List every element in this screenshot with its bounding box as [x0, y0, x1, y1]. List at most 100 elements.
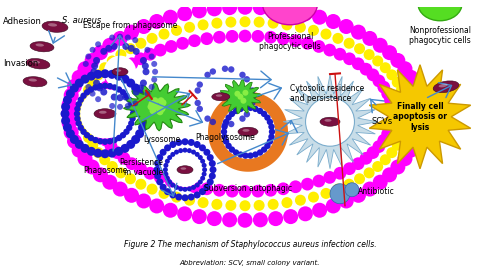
Circle shape — [354, 173, 365, 184]
Circle shape — [252, 106, 258, 112]
Circle shape — [72, 70, 86, 85]
Circle shape — [202, 167, 207, 172]
Circle shape — [78, 116, 89, 127]
Circle shape — [196, 106, 203, 112]
Ellipse shape — [320, 117, 340, 126]
Circle shape — [99, 154, 110, 165]
Circle shape — [83, 61, 89, 67]
Circle shape — [226, 30, 238, 43]
Circle shape — [130, 115, 136, 122]
Text: Cytosolic residence
and persistence: Cytosolic residence and persistence — [290, 84, 364, 103]
Circle shape — [360, 63, 372, 76]
Circle shape — [67, 79, 82, 94]
Circle shape — [240, 16, 250, 27]
Circle shape — [326, 198, 340, 214]
Circle shape — [76, 120, 82, 127]
Circle shape — [200, 159, 205, 164]
Circle shape — [117, 104, 123, 110]
Circle shape — [404, 70, 418, 85]
Circle shape — [100, 89, 107, 96]
Circle shape — [80, 144, 90, 153]
Circle shape — [105, 75, 118, 87]
Circle shape — [88, 77, 99, 88]
Ellipse shape — [116, 69, 121, 72]
Circle shape — [158, 28, 170, 40]
Circle shape — [138, 123, 147, 132]
Circle shape — [264, 184, 277, 197]
Circle shape — [110, 93, 117, 101]
Circle shape — [380, 62, 391, 73]
Text: Subversion autophagic: Subversion autophagic — [204, 184, 292, 193]
Circle shape — [148, 84, 154, 90]
Ellipse shape — [99, 111, 106, 114]
Circle shape — [352, 157, 364, 170]
Circle shape — [108, 70, 116, 79]
Circle shape — [93, 167, 108, 182]
Circle shape — [362, 31, 378, 46]
Circle shape — [80, 92, 87, 99]
Circle shape — [199, 144, 206, 151]
Circle shape — [209, 160, 216, 167]
Circle shape — [87, 147, 96, 156]
Circle shape — [204, 72, 210, 78]
Text: S. aureus: S. aureus — [62, 16, 101, 25]
Circle shape — [136, 179, 146, 190]
Ellipse shape — [433, 81, 459, 93]
Circle shape — [210, 68, 216, 75]
Ellipse shape — [242, 129, 250, 132]
Circle shape — [242, 90, 248, 96]
Circle shape — [228, 111, 235, 117]
Circle shape — [136, 19, 152, 34]
Circle shape — [158, 105, 166, 112]
Circle shape — [78, 100, 89, 111]
Circle shape — [233, 108, 239, 114]
Circle shape — [63, 123, 72, 132]
Circle shape — [96, 127, 108, 140]
Text: Invasion: Invasion — [3, 59, 38, 68]
Circle shape — [152, 69, 158, 75]
Circle shape — [100, 69, 110, 78]
Circle shape — [118, 63, 130, 76]
Circle shape — [140, 79, 147, 86]
Circle shape — [308, 192, 319, 203]
Circle shape — [194, 87, 201, 94]
Circle shape — [150, 14, 164, 29]
Circle shape — [124, 25, 139, 40]
Circle shape — [174, 150, 179, 154]
Circle shape — [80, 128, 87, 135]
Circle shape — [95, 41, 101, 47]
Circle shape — [164, 144, 171, 151]
Circle shape — [372, 161, 383, 172]
Circle shape — [116, 135, 122, 141]
Circle shape — [202, 163, 206, 168]
Circle shape — [100, 81, 112, 93]
Circle shape — [338, 19, 353, 34]
Circle shape — [93, 45, 108, 60]
Circle shape — [390, 53, 406, 68]
Circle shape — [116, 86, 122, 93]
Circle shape — [95, 96, 101, 102]
Circle shape — [253, 0, 268, 15]
Circle shape — [74, 106, 80, 112]
Circle shape — [257, 149, 263, 156]
Circle shape — [351, 25, 366, 40]
Circle shape — [277, 182, 289, 195]
Circle shape — [402, 108, 412, 119]
Circle shape — [360, 152, 372, 165]
Circle shape — [120, 89, 126, 95]
Circle shape — [92, 114, 104, 127]
Circle shape — [148, 100, 156, 107]
Circle shape — [154, 103, 160, 110]
Circle shape — [84, 53, 100, 68]
Circle shape — [142, 68, 150, 75]
Circle shape — [84, 89, 90, 95]
Circle shape — [386, 147, 398, 158]
Circle shape — [90, 47, 96, 53]
Circle shape — [90, 91, 96, 97]
Circle shape — [252, 151, 258, 158]
Circle shape — [177, 206, 192, 221]
Circle shape — [412, 125, 426, 140]
Circle shape — [306, 97, 354, 146]
Circle shape — [283, 209, 298, 224]
Circle shape — [88, 135, 94, 141]
